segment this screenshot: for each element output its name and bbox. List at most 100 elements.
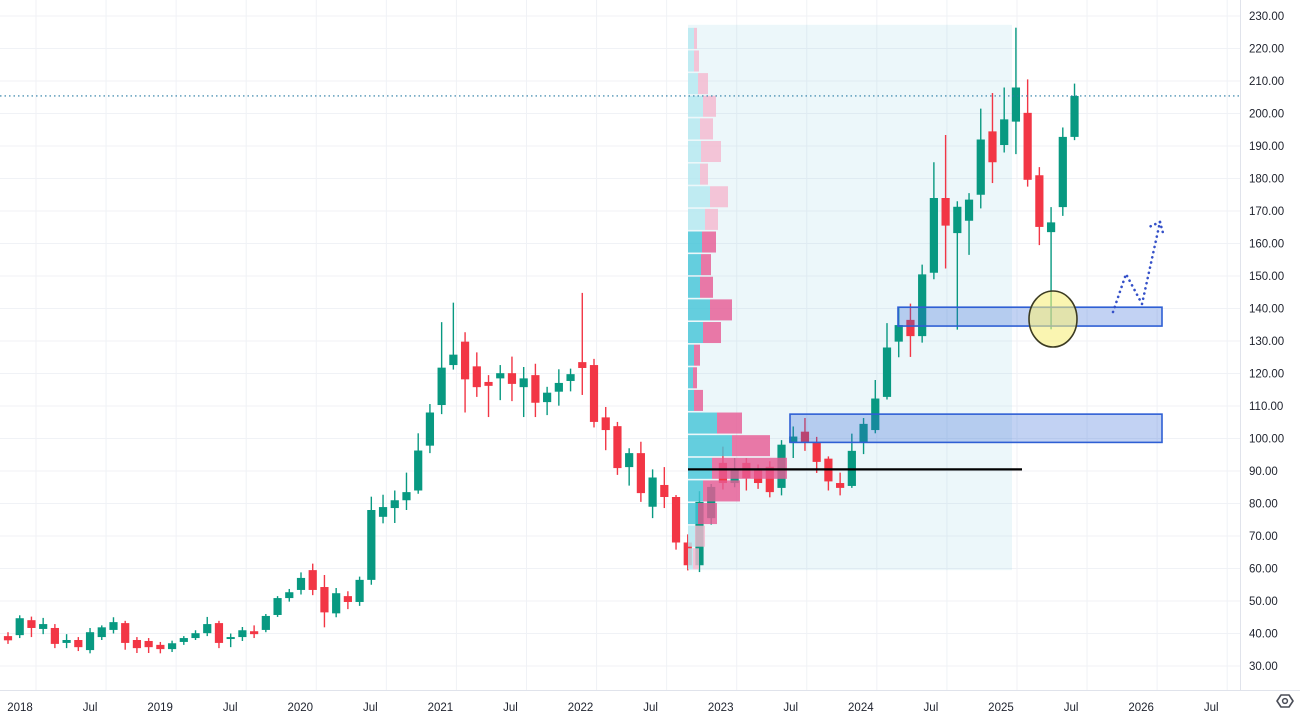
time-scale[interactable]: 2018 Jul 2019 Jul 2020 Jul 2021 Jul 2022 Jul 2023 J…: [0, 690, 1300, 722]
y-axis-label: 140.00: [1249, 304, 1284, 316]
ellipse-drawing[interactable]: [1028, 290, 1078, 348]
candle: [3, 632, 13, 644]
candle: [273, 596, 282, 617]
candle: [964, 193, 974, 255]
candle: [437, 322, 446, 415]
candle: [179, 636, 188, 645]
candle: [27, 616, 36, 638]
candle: [402, 472, 411, 510]
candle: [390, 490, 399, 523]
candle: [648, 469, 657, 519]
candle: [132, 637, 142, 653]
candle: [976, 108, 985, 209]
candle: [660, 467, 669, 509]
y-axis-label: 110.00: [1249, 401, 1283, 413]
candle: [378, 494, 388, 524]
candle: [1000, 87, 1009, 153]
volume-profile[interactable]: [688, 27, 787, 570]
candle: [671, 495, 681, 550]
y-axis-label: 150.00: [1249, 271, 1284, 283]
grid-lines: [0, 0, 1240, 690]
y-axis-label: 170.00: [1249, 206, 1284, 218]
x-axis-label: 2019: [147, 702, 173, 714]
candle: [156, 641, 165, 654]
candle: [109, 617, 118, 634]
candle: [449, 302, 458, 370]
y-axis-label: 100.00: [1249, 434, 1284, 446]
candle: [988, 93, 997, 184]
candle: [625, 448, 634, 486]
x-axis-label: 2020: [287, 702, 313, 714]
x-axis-label: Jul: [924, 702, 939, 714]
candle: [613, 421, 622, 475]
candle: [460, 332, 470, 413]
candle: [39, 617, 48, 635]
candle: [859, 418, 868, 455]
x-axis-label: 2021: [428, 702, 454, 714]
candle: [531, 363, 540, 418]
x-axis-label: 2025: [988, 702, 1014, 714]
candle: [367, 496, 376, 585]
candle: [1023, 79, 1032, 187]
candle: [929, 162, 938, 280]
candle: [203, 616, 212, 637]
candle: [543, 386, 552, 416]
x-axis-label: Jul: [643, 702, 658, 714]
candle: [683, 534, 692, 571]
candle: [85, 627, 95, 654]
x-axis-label: Jul: [83, 702, 98, 714]
x-axis-label: 2024: [848, 702, 874, 714]
candle: [355, 576, 364, 606]
candle: [191, 630, 200, 640]
candle: [496, 365, 505, 401]
candle: [250, 625, 259, 639]
candle: [1058, 127, 1067, 216]
price-scale[interactable]: 230.00 220.00 210.00 200.00 190.00 180.00 170.…: [1240, 0, 1300, 722]
y-axis-label: 30.00: [1249, 661, 1278, 673]
candle: [882, 323, 892, 400]
y-axis-label: 120.00: [1249, 369, 1284, 381]
candle: [519, 367, 528, 418]
candle: [238, 627, 247, 641]
candle: [15, 615, 24, 639]
eye-icon[interactable]: [1276, 694, 1294, 708]
candle: [566, 368, 575, 392]
candle: [507, 356, 517, 402]
candle: [50, 624, 59, 649]
y-axis-label: 130.00: [1249, 336, 1284, 348]
candle: [167, 640, 177, 653]
candle: [121, 620, 130, 650]
candle: [800, 418, 810, 451]
y-axis-label: 200.00: [1249, 109, 1284, 121]
candle: [1011, 27, 1021, 155]
candle: [578, 292, 587, 395]
candle: [1070, 83, 1079, 141]
candle: [343, 591, 352, 610]
y-axis-label: 40.00: [1249, 629, 1278, 641]
x-axis-label: Jul: [223, 702, 238, 714]
candle: [918, 264, 927, 343]
x-axis-label: Jul: [1064, 702, 1079, 714]
candle: [636, 441, 645, 502]
demand-zone-drawing[interactable]: [789, 413, 1163, 444]
candle: [261, 614, 270, 633]
x-axis-label: 2023: [708, 702, 734, 714]
candle: [144, 638, 153, 653]
arrow-drawing[interactable]: [1111, 220, 1165, 314]
candle: [97, 625, 106, 640]
candle: [425, 404, 435, 454]
y-axis-label: 80.00: [1249, 499, 1278, 511]
x-axis-label: Jul: [783, 702, 798, 714]
candle: [953, 201, 962, 330]
x-axis-label: Jul: [363, 702, 378, 714]
candle: [74, 637, 83, 652]
y-axis-label: 60.00: [1249, 564, 1278, 576]
y-axis-label: 190.00: [1249, 141, 1284, 153]
candle: [554, 369, 563, 406]
candle: [414, 433, 423, 494]
x-axis-label: 2018: [7, 702, 33, 714]
candle: [1035, 167, 1044, 246]
candle: [836, 472, 845, 496]
